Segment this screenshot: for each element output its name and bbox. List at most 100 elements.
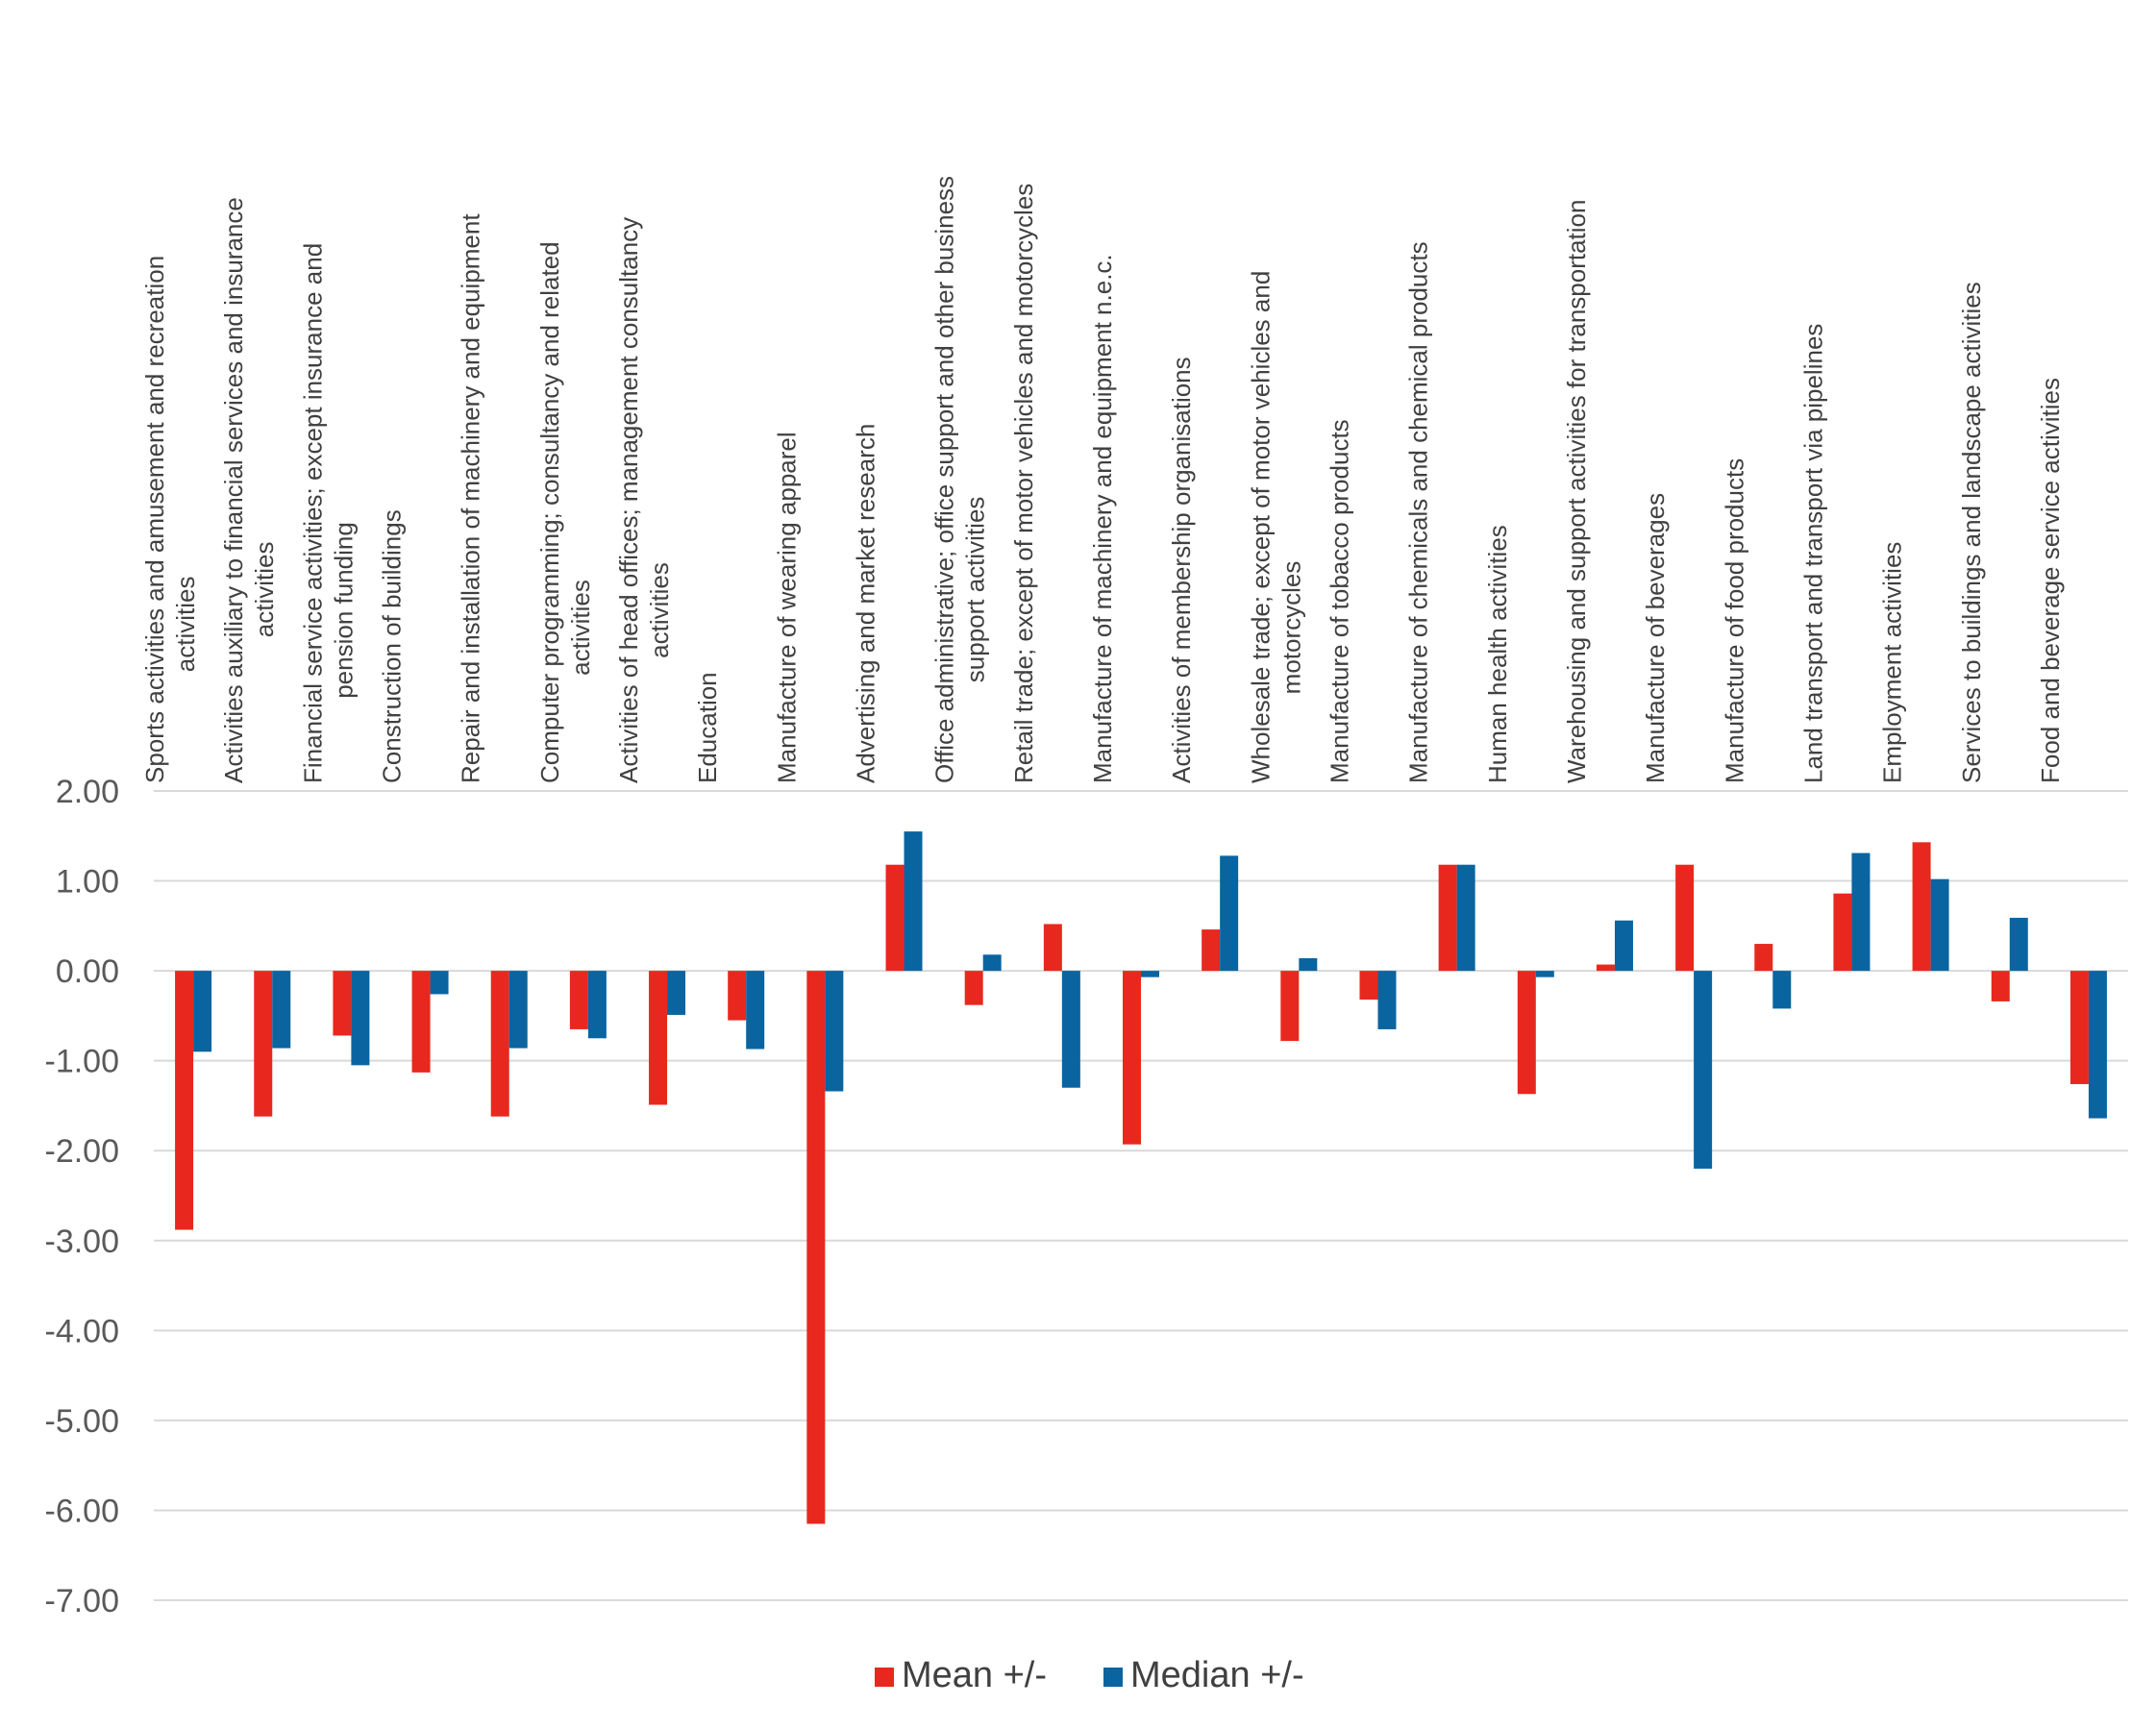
mean-bar bbox=[1202, 929, 1221, 972]
category-label: Services to buildings and landscape acti… bbox=[1957, 282, 1986, 783]
legend: Mean +/- Median +/- bbox=[875, 1655, 1304, 1695]
category-label-line: Services to buildings and landscape acti… bbox=[1957, 282, 1986, 783]
median-bar bbox=[508, 971, 528, 1049]
mean-bar bbox=[1754, 944, 1773, 972]
category-label-line: activities bbox=[171, 577, 200, 673]
median-bar bbox=[825, 971, 844, 1092]
mean-bar bbox=[411, 971, 431, 1073]
category-label: Manufacture of machinery and equipment n… bbox=[1088, 254, 1117, 783]
category-label-line: Retail trade; except of motor vehicles a… bbox=[1009, 184, 1038, 783]
category-label-line: Sports activities and amusement and recr… bbox=[140, 256, 169, 783]
category-label-line: Land transport and transport via pipelin… bbox=[1798, 324, 1827, 783]
category-label-line: Wholesale trade; except of motor vehicle… bbox=[1246, 271, 1275, 783]
median-bar bbox=[1614, 920, 1633, 972]
median-bar bbox=[1851, 853, 1871, 972]
legend-swatch-mean bbox=[875, 1668, 894, 1687]
category-label-line: Activities of head offices; management c… bbox=[614, 217, 643, 783]
mean-bar bbox=[1991, 971, 2010, 1001]
category-label-line: Manufacture of chemicals and chemical pr… bbox=[1404, 241, 1433, 783]
category-label-line: Advertising and market research bbox=[852, 424, 880, 783]
mean-bar bbox=[490, 971, 509, 1117]
category-label: Computer programming; consultancy and re… bbox=[535, 241, 595, 783]
bars bbox=[175, 831, 2107, 1524]
median-bar bbox=[1220, 855, 1239, 972]
median-bar bbox=[746, 971, 765, 1050]
median-bar bbox=[1061, 971, 1080, 1088]
mean-bar bbox=[1123, 971, 1141, 1145]
mean-bar bbox=[1833, 893, 1852, 972]
y-tick-label: -6.00 bbox=[45, 1493, 120, 1529]
y-axis-tick-labels: 2.00 1.00 0.00 -1.00 -2.00 -3.00 -4.00 -5.00 -6.… bbox=[45, 774, 120, 1619]
median-bar bbox=[982, 954, 1002, 972]
median-bar bbox=[1299, 958, 1318, 972]
mean-bar bbox=[1596, 964, 1615, 972]
median-bar bbox=[667, 971, 686, 1015]
category-label: Advertising and market research bbox=[852, 424, 880, 783]
mean-bar bbox=[728, 971, 747, 1021]
mean-bar bbox=[1280, 971, 1300, 1042]
legend-label-mean: Mean +/- bbox=[902, 1655, 1047, 1695]
median-bar bbox=[1141, 971, 1159, 977]
category-label-line: Warehousing and support activities for t… bbox=[1562, 200, 1591, 783]
median-bar bbox=[193, 971, 212, 1052]
category-label: Food and beverage service activities bbox=[2036, 378, 2065, 783]
category-label-line: Repair and installation of machinery and… bbox=[457, 213, 485, 783]
median-bar bbox=[587, 971, 607, 1039]
category-label: Retail trade; except of motor vehicles a… bbox=[1009, 184, 1038, 783]
y-tick-label: -3.00 bbox=[45, 1223, 120, 1260]
category-label: Office administrative; office support an… bbox=[930, 176, 990, 783]
median-bar bbox=[1377, 971, 1397, 1029]
category-label-line: Activities of membership organisations bbox=[1167, 357, 1196, 783]
median-bar bbox=[1930, 878, 1949, 972]
category-label-line: activities bbox=[566, 580, 595, 676]
category-label: Manufacture of beverages bbox=[1641, 493, 1670, 783]
category-label-line: Education bbox=[693, 672, 722, 783]
category-label: Education bbox=[693, 672, 722, 783]
category-labels: Sports activities and amusement and recr… bbox=[140, 176, 2065, 783]
y-tick-label: -5.00 bbox=[45, 1403, 120, 1440]
category-label-line: pension funding bbox=[329, 522, 358, 699]
category-label: Financial service activities; except ins… bbox=[298, 243, 358, 783]
mean-bar bbox=[175, 971, 194, 1230]
y-tick-label: -4.00 bbox=[45, 1313, 120, 1349]
category-label: Wholesale trade; except of motor vehicle… bbox=[1246, 271, 1305, 783]
median-bar bbox=[272, 971, 291, 1049]
y-tick-label: 0.00 bbox=[56, 953, 119, 990]
median-bar bbox=[351, 971, 370, 1066]
y-tick-label: 2.00 bbox=[56, 774, 119, 810]
category-label-line: activities bbox=[250, 542, 279, 638]
y-tick-label: 1.00 bbox=[56, 864, 119, 901]
category-label: Employment activities bbox=[1878, 542, 1907, 783]
category-label-line: Manufacture of wearing apparel bbox=[772, 432, 801, 783]
category-label-line: Manufacture of machinery and equipment n… bbox=[1088, 254, 1117, 783]
median-bar bbox=[1772, 971, 1792, 1009]
gridlines bbox=[154, 790, 2128, 1601]
category-label: Sports activities and amusement and recr… bbox=[140, 256, 200, 783]
category-label-line: Financial service activities; except ins… bbox=[298, 243, 327, 783]
category-label: Repair and installation of machinery and… bbox=[457, 213, 485, 783]
y-tick-label: -7.00 bbox=[45, 1583, 120, 1619]
median-bar bbox=[430, 971, 449, 995]
mean-bar bbox=[964, 971, 983, 1005]
median-bar bbox=[1535, 971, 1554, 977]
median-bar bbox=[2009, 917, 2028, 972]
category-label-line: Office administrative; office support an… bbox=[930, 176, 959, 783]
category-label: Manufacture of chemicals and chemical pr… bbox=[1404, 241, 1433, 783]
category-label-line: support activities bbox=[961, 497, 990, 683]
category-label-line: Manufacture of beverages bbox=[1641, 493, 1670, 783]
category-label: Activities auxiliary to financial servic… bbox=[219, 197, 279, 783]
mean-bar bbox=[806, 971, 826, 1524]
mean-bar bbox=[254, 971, 273, 1117]
mean-bar bbox=[649, 971, 668, 1105]
median-bar bbox=[904, 831, 923, 972]
mean-bar bbox=[885, 864, 905, 972]
category-label: Construction of buildings bbox=[378, 509, 407, 783]
category-label-line: Food and beverage service activities bbox=[2036, 378, 2065, 783]
category-label-line: motorcycles bbox=[1276, 561, 1305, 695]
category-label: Manufacture of tobacco products bbox=[1325, 419, 1353, 783]
category-label-line: Construction of buildings bbox=[378, 509, 407, 783]
category-label: Manufacture of food products bbox=[1720, 458, 1748, 783]
median-bar bbox=[1456, 864, 1475, 972]
mean-bar bbox=[1517, 971, 1536, 1095]
category-label-line: Activities auxiliary to financial servic… bbox=[219, 197, 248, 783]
